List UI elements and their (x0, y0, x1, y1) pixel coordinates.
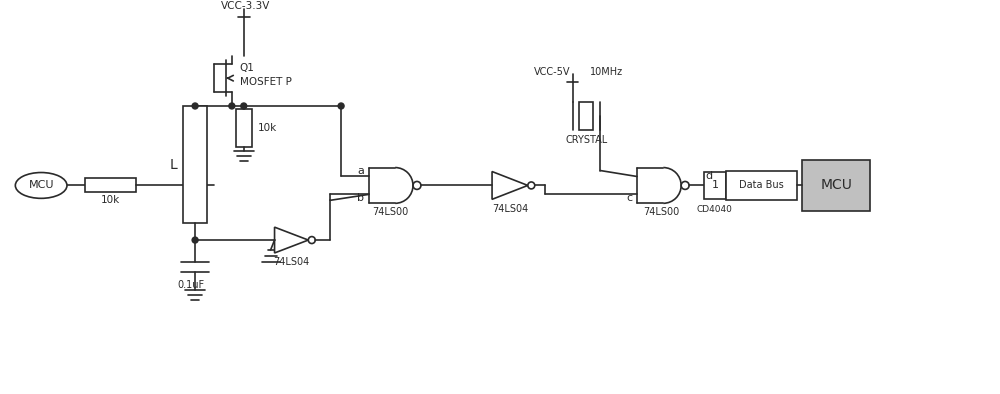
Ellipse shape (15, 173, 67, 198)
Text: 10k: 10k (101, 195, 120, 205)
Circle shape (192, 103, 198, 109)
Text: 74LS04: 74LS04 (492, 204, 528, 214)
Circle shape (338, 103, 344, 109)
Bar (802, 160, 870, 211)
Text: 1: 1 (711, 180, 718, 190)
Circle shape (229, 103, 235, 109)
Text: 10k: 10k (258, 123, 277, 133)
Bar (85, 178, 136, 192)
Text: MCU: MCU (820, 178, 852, 192)
Text: 74LS04: 74LS04 (273, 257, 310, 267)
Text: 74LS00: 74LS00 (643, 207, 679, 217)
Text: VCC-5V: VCC-5V (534, 67, 571, 77)
Text: b: b (357, 193, 364, 203)
Text: 74LS00: 74LS00 (373, 207, 409, 217)
Text: CD4040: CD4040 (697, 205, 733, 214)
Text: CRYSTAL: CRYSTAL (565, 135, 608, 145)
Text: Data Bus: Data Bus (739, 180, 784, 190)
Bar (236, 110, 252, 147)
Text: c: c (626, 193, 632, 203)
Text: a: a (358, 165, 364, 176)
Text: L: L (169, 158, 177, 171)
Text: MOSFET P: MOSFET P (240, 77, 292, 87)
Text: 10MHz: 10MHz (590, 67, 624, 77)
Text: VCC-3.3V: VCC-3.3V (221, 1, 270, 11)
Bar (726, 171, 797, 200)
Circle shape (192, 237, 198, 243)
Text: 0.1uF: 0.1uF (178, 280, 205, 290)
Bar (579, 102, 593, 130)
Bar (183, 106, 207, 223)
Text: Q1: Q1 (240, 63, 255, 73)
Text: MCU: MCU (28, 180, 54, 190)
Text: d: d (705, 171, 713, 180)
Circle shape (241, 103, 247, 109)
Bar (704, 171, 726, 199)
